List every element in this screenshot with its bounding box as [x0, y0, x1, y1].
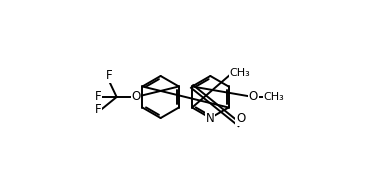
- Text: F: F: [94, 103, 101, 116]
- Text: O: O: [236, 113, 245, 126]
- Text: N: N: [206, 112, 215, 125]
- Text: O: O: [131, 90, 140, 104]
- Text: CH₃: CH₃: [229, 68, 250, 78]
- Text: F: F: [105, 69, 112, 82]
- Text: O: O: [249, 90, 258, 104]
- Text: F: F: [94, 90, 101, 104]
- Text: CH₃: CH₃: [263, 92, 284, 102]
